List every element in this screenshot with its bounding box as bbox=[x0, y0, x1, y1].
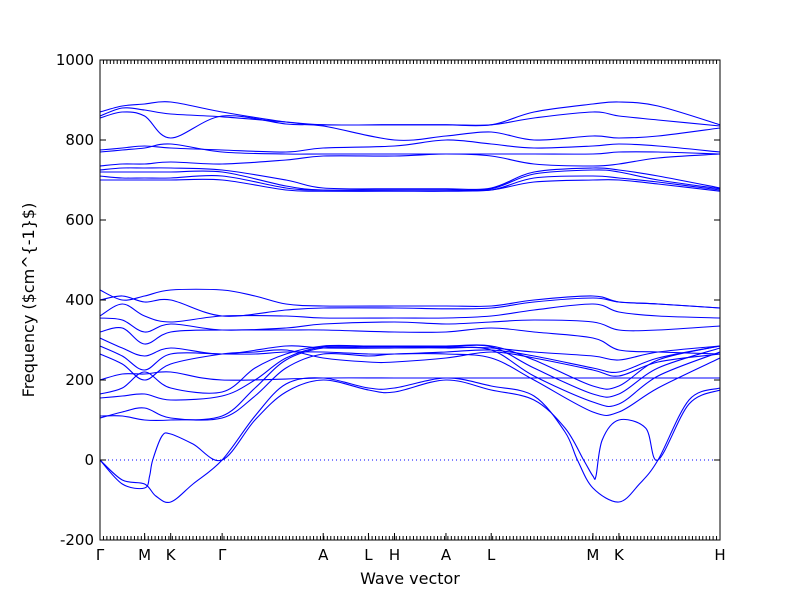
band-line-15 bbox=[99, 288, 721, 309]
x-tick-label: A bbox=[441, 546, 452, 564]
y-tick-label: -200 bbox=[60, 531, 94, 549]
x-tick-label: K bbox=[614, 546, 625, 564]
y-tick-label: 1000 bbox=[56, 51, 94, 69]
band-line-9 bbox=[99, 345, 721, 374]
y-tick-label: 600 bbox=[65, 211, 94, 229]
band-line-20 bbox=[99, 153, 721, 167]
band-line-7 bbox=[99, 371, 720, 381]
x-tick-label: L bbox=[364, 546, 373, 564]
band-line-6 bbox=[99, 344, 721, 395]
band-line-12 bbox=[99, 317, 721, 333]
x-tick-label: H bbox=[714, 546, 725, 564]
band-line-18 bbox=[99, 169, 721, 191]
x-tick-label: M bbox=[138, 546, 151, 564]
x-tick-label: M bbox=[586, 546, 599, 564]
y-tick-label: 0 bbox=[84, 451, 94, 469]
y-axis-ticks: -200 0 200 400 600 800 1000 bbox=[56, 51, 720, 549]
band-line-22 bbox=[99, 139, 721, 153]
y-tick-label: 400 bbox=[65, 291, 94, 309]
x-tick-label: H bbox=[389, 546, 400, 564]
band-line-10 bbox=[99, 337, 721, 361]
band-line-3 bbox=[99, 352, 721, 421]
x-axis-title: Wave vector bbox=[360, 569, 460, 588]
band-line-2 bbox=[99, 377, 721, 503]
band-line-14 bbox=[99, 295, 721, 317]
y-tick-label: 200 bbox=[65, 371, 94, 389]
band-line-11 bbox=[99, 327, 721, 355]
x-tick-label: Γ bbox=[218, 546, 227, 564]
band-line-8 bbox=[99, 349, 721, 381]
x-tick-label: A bbox=[318, 546, 329, 564]
band-line-25 bbox=[99, 101, 721, 127]
y-tick-label: 800 bbox=[65, 131, 94, 149]
y-axis-title: Frequency ($cm^{-1}$) bbox=[19, 203, 38, 398]
band-line-5 bbox=[99, 344, 721, 401]
band-line-19 bbox=[99, 167, 721, 191]
band-line-16 bbox=[100, 178, 721, 192]
band-series-layer bbox=[99, 101, 721, 503]
x-tick-label: Γ bbox=[96, 546, 105, 564]
band-line-13 bbox=[99, 303, 721, 323]
x-tick-label: K bbox=[166, 546, 177, 564]
band-line-23 bbox=[99, 111, 721, 141]
band-line-1 bbox=[99, 379, 721, 490]
x-tick-label: L bbox=[487, 546, 496, 564]
